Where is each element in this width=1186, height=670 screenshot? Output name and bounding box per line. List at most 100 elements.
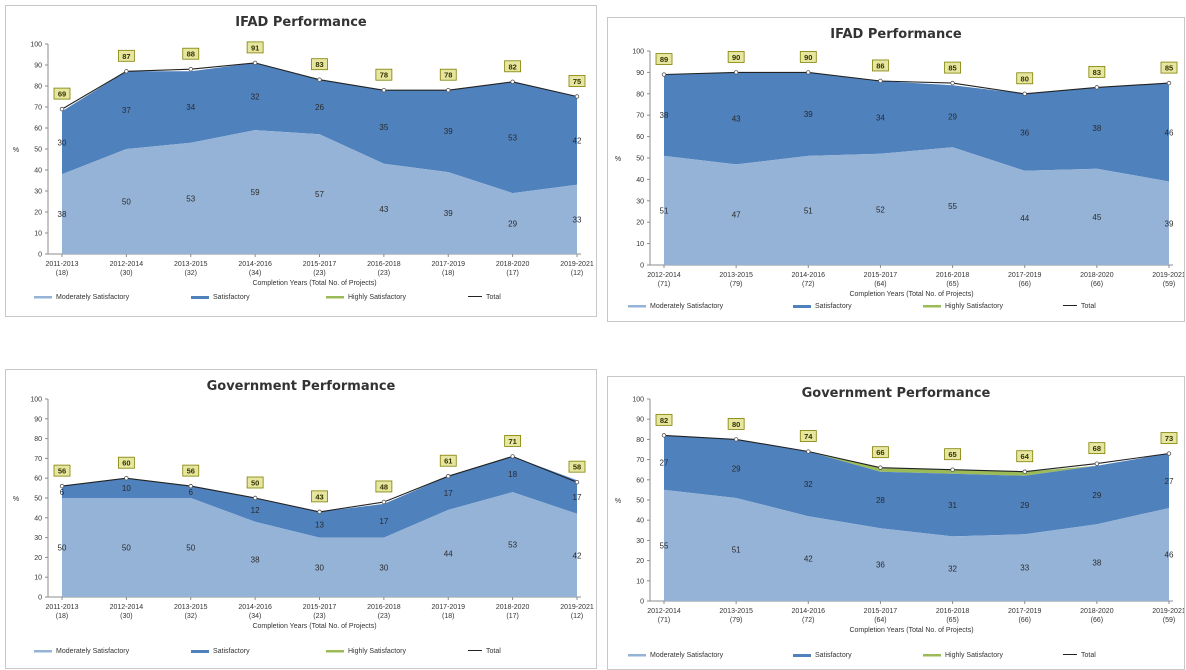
legend-swatch: [468, 296, 482, 297]
satisfactory-data-label: 38: [1092, 124, 1101, 133]
y-axis-label: %: [615, 156, 621, 163]
area-moderately-satisfactory: [62, 130, 577, 254]
y-tick-label: 60: [636, 134, 644, 141]
total-data-label: 85: [948, 64, 956, 73]
total-point: [252, 495, 258, 501]
area-moderately-satisfactory: [62, 492, 577, 597]
y-tick-label: 50: [34, 147, 42, 154]
total-point: [1022, 91, 1027, 96]
x-tick-count-label: (23): [378, 613, 390, 620]
y-tick-label: 50: [636, 156, 644, 163]
moderately-data-label: 47: [732, 211, 741, 220]
y-tick-label: 100: [30, 42, 42, 49]
y-tick-label: 0: [38, 595, 42, 602]
x-axis-label: Completion Years (Total No. of Projects): [252, 280, 376, 287]
moderately-data-label: 39: [1165, 219, 1174, 228]
x-tick-label: 2014-2016: [238, 261, 272, 268]
total-data-label: 61: [444, 457, 452, 466]
satisfactory-data-label: 29: [1020, 501, 1029, 510]
satisfactory-data-label: 32: [804, 480, 813, 489]
satisfactory-data-label: 46: [1165, 128, 1174, 137]
total-label-box: [1016, 450, 1034, 463]
total-point: [1094, 461, 1100, 466]
x-tick-label: 2017-2019: [1008, 608, 1042, 615]
moderately-data-label: 44: [1020, 214, 1029, 223]
satisfactory-data-label: 29: [732, 465, 741, 474]
y-tick-label: 20: [636, 558, 644, 565]
y-tick-label: 100: [30, 397, 42, 404]
satisfactory-data-label: 30: [58, 139, 67, 148]
satisfactory-data-label: 32: [251, 93, 260, 102]
y-tick-label: 80: [34, 84, 42, 91]
satisfactory-data-label: 37: [122, 106, 131, 115]
total-label-box: [799, 51, 817, 63]
moderately-data-label: 33: [1020, 564, 1029, 573]
moderately-data-label: 42: [573, 551, 582, 560]
moderately-data-label: 51: [804, 206, 813, 215]
total-label-box: [799, 430, 817, 442]
x-tick-count-label: (72): [802, 281, 814, 288]
x-tick-count-label: (12): [571, 270, 583, 277]
total-label-box: [727, 51, 745, 63]
total-data-label: 48: [380, 482, 388, 491]
legend-label: Satisfactory: [815, 652, 852, 659]
total-point: [510, 79, 515, 84]
x-tick-count-label: (30): [120, 270, 132, 277]
total-data-label: 69: [58, 90, 66, 99]
chart-title: Government Performance: [207, 379, 396, 394]
area-satisfactory: [62, 62, 577, 194]
legend-label: Moderately Satisfactory: [650, 652, 724, 659]
total-data-label: 74: [804, 432, 813, 441]
legend-label: Satisfactory: [213, 294, 250, 301]
y-tick-label: 50: [34, 496, 42, 503]
x-tick-label: 2015-2017: [864, 272, 898, 279]
moderately-data-label: 43: [379, 205, 388, 214]
legend-swatch: [326, 650, 344, 653]
x-tick-count-label: (18): [442, 613, 454, 620]
x-tick-label: 2018-2020: [1080, 272, 1114, 279]
y-tick-label: 40: [34, 515, 42, 522]
y-tick-label: 60: [636, 477, 644, 484]
satisfactory-data-label: 29: [1092, 491, 1101, 500]
satisfactory-data-label: 43: [732, 114, 741, 123]
chart-panel-gov-2: Government Performance 0 10 20 30 40 50 60 70 80 9…: [607, 376, 1185, 670]
x-tick-count-label: (17): [506, 613, 518, 620]
y-tick-label: 100: [632, 49, 644, 56]
moderately-data-label: 36: [876, 561, 885, 570]
moderately-data-label: 44: [444, 549, 453, 558]
chart-title: IFAD Performance: [830, 27, 962, 42]
satisfactory-data-label: 29: [948, 112, 957, 121]
x-tick-count-label: (71): [658, 281, 670, 288]
satisfactory-data-label: 31: [948, 501, 957, 510]
y-tick-label: 90: [34, 416, 42, 423]
chart-panel-gov-1: Government Performance 0 10 20 30 40 50 60 70 80 9…: [5, 369, 597, 669]
y-tick-label: 50: [636, 498, 644, 505]
legend-swatch: [628, 654, 646, 657]
x-tick-label: 2019-2021: [1152, 608, 1184, 615]
total-label-box: [1160, 432, 1178, 444]
government-performance-chart-right: Government Performance 0 10 20 30 40 50 60 70 80 9…: [615, 386, 1184, 659]
total-data-label: 91: [251, 43, 259, 52]
x-tick-count-label: (79): [730, 281, 742, 288]
x-axis-label: Completion Years (Total No. of Projects): [849, 627, 973, 634]
total-label-box: [53, 87, 71, 100]
moderately-data-label: 42: [804, 555, 813, 564]
y-tick-label: 0: [640, 599, 644, 606]
total-data-label: 85: [1165, 64, 1173, 73]
satisfactory-data-label: 34: [876, 113, 885, 122]
satisfactory-data-label: 39: [804, 110, 813, 119]
x-tick-count-label: (79): [730, 617, 742, 624]
x-tick-label: 2013-2015: [174, 604, 208, 611]
total-label-box: [655, 53, 673, 65]
legend-label: Satisfactory: [815, 303, 852, 310]
satisfactory-data-label: 36: [1020, 128, 1029, 137]
y-tick-label: 10: [34, 231, 42, 238]
moderately-data-label: 33: [573, 215, 582, 224]
total-data-label: 58: [573, 463, 581, 472]
moderately-data-label: 30: [379, 563, 388, 572]
total-label-box: [439, 68, 457, 81]
total-label-box: [182, 464, 200, 477]
x-tick-label: 2018-2020: [496, 604, 530, 611]
x-tick-count-label: (66): [1018, 281, 1030, 288]
total-point: [446, 87, 451, 93]
